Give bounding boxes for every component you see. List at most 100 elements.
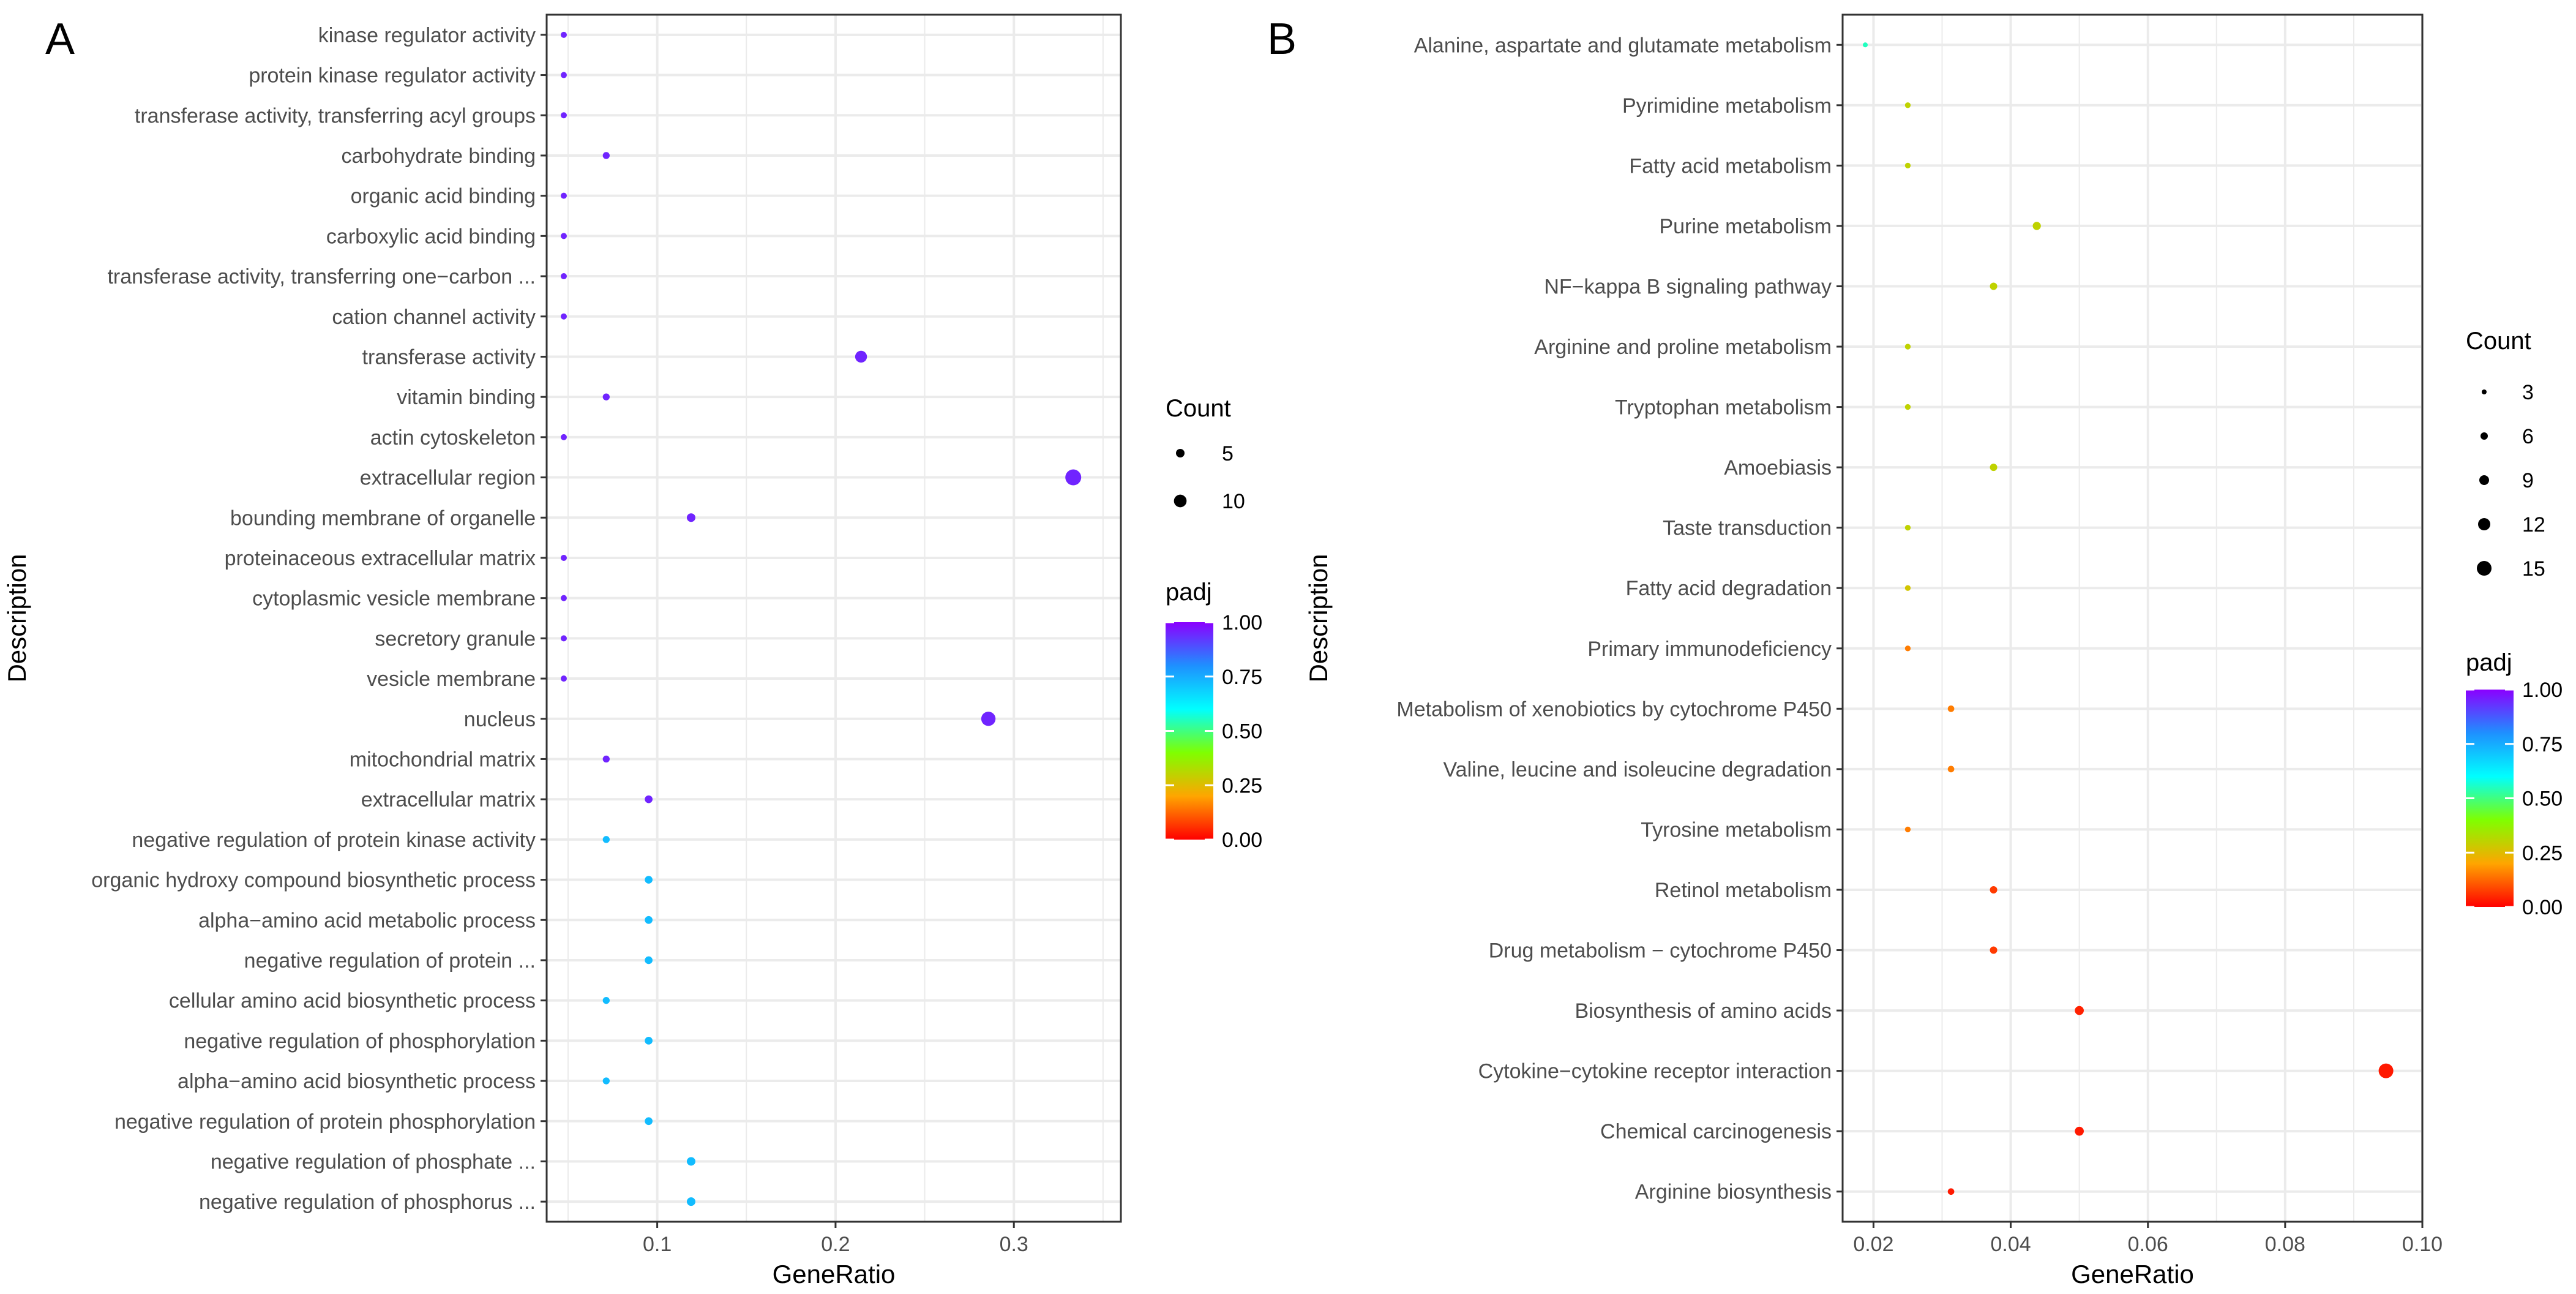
plot-area <box>547 15 1121 1222</box>
data-point <box>1947 1188 1955 1195</box>
y-tick-label: negative regulation of protein phosphory… <box>114 1110 536 1134</box>
data-point <box>602 1077 610 1085</box>
y-tick-label: Chemical carcinogenesis <box>1600 1120 1832 1143</box>
count-legend-title: Count <box>1166 395 1231 422</box>
data-point <box>1904 826 1911 833</box>
data-point <box>1990 886 1998 893</box>
data-point <box>1904 404 1911 410</box>
y-tick-label: negative regulation of phosphorylation <box>184 1029 536 1053</box>
y-tick-label: mitochondrial matrix <box>350 748 536 771</box>
y-tick-label: transferase activity, transferring acyl … <box>135 104 536 127</box>
y-tick-label: secretory granule <box>375 627 536 650</box>
data-point <box>560 72 567 78</box>
x-tick-label: 0.08 <box>2265 1233 2305 1256</box>
data-point <box>645 876 653 884</box>
panel-label-a: A <box>45 15 75 64</box>
data-point <box>2075 1126 2084 1136</box>
y-tick-label: Purine metabolism <box>1659 215 1832 238</box>
count-legend-key <box>1176 449 1185 457</box>
data-point <box>1990 282 1998 290</box>
y-tick-label: bounding membrane of organelle <box>230 506 536 530</box>
count-legend-key <box>2482 389 2487 394</box>
data-point <box>645 956 653 965</box>
y-tick-label: Biosynthesis of amino acids <box>1574 999 1832 1023</box>
plot-border <box>545 13 1122 1223</box>
y-tick-label: negative regulation of protein kinase ac… <box>132 829 536 852</box>
padj-legend-label: 0.50 <box>1222 720 1262 743</box>
y-axis-title: Description <box>2 554 31 682</box>
count-legend-label: 9 <box>2522 469 2534 492</box>
y-tick-label: extracellular region <box>360 467 536 490</box>
y-tick-label: Fatty acid degradation <box>1626 577 1832 600</box>
plot-area <box>1843 15 2422 1222</box>
y-tick-label: extracellular matrix <box>361 788 536 811</box>
data-point <box>1947 705 1955 712</box>
data-point <box>560 31 567 38</box>
x-tick-label: 0.06 <box>2128 1233 2168 1256</box>
padj-legend: padj 1.00 0.75 0.50 0.25 0.00 <box>2466 649 2563 919</box>
padj-legend-label: 0.25 <box>1222 774 1262 797</box>
data-point <box>2378 1063 2394 1078</box>
count-legend-key <box>1174 494 1187 508</box>
y-tick-label: Primary immunodeficiency <box>1587 638 1832 661</box>
data-point <box>1904 645 1911 652</box>
x-tick-label: 0.3 <box>1000 1233 1028 1256</box>
data-point <box>560 434 567 440</box>
y-tick-label: vesicle membrane <box>367 668 536 691</box>
y-tick-label: Arginine and proline metabolism <box>1534 336 1832 359</box>
data-point <box>645 916 653 924</box>
padj-legend-label: 1.00 <box>1222 611 1262 634</box>
padj-legend-label: 0.75 <box>2522 733 2563 756</box>
padj-legend-title: padj <box>1166 579 1212 606</box>
count-legend-key <box>2481 432 2488 440</box>
y-tick-label: Metabolism of xenobiotics by cytochrome … <box>1396 698 1832 721</box>
x-tick-label: 0.2 <box>821 1233 850 1256</box>
padj-legend-label: 1.00 <box>2522 679 2563 702</box>
panel-b: B Alanine, aspartate and glutamate metabo… <box>1267 13 2563 1288</box>
count-legend-label: 12 <box>2522 513 2545 536</box>
padj-legend-label: 0.25 <box>2522 841 2563 865</box>
data-point <box>1904 102 1911 108</box>
data-point <box>560 313 567 320</box>
data-point <box>560 635 567 642</box>
data-point <box>560 675 567 682</box>
plot-border <box>1841 13 2424 1223</box>
y-tick-label: proteinaceous extracellular matrix <box>225 547 536 570</box>
data-point <box>1990 464 1998 472</box>
data-point <box>560 112 567 119</box>
data-point <box>686 1197 695 1206</box>
y-axis-title: Description <box>1304 554 1333 682</box>
data-point <box>645 795 653 803</box>
count-legend-label: 3 <box>2522 381 2534 404</box>
y-tick-label: Amoebiasis <box>1724 456 1832 480</box>
y-tick-label: alpha−amino acid biosynthetic process <box>178 1070 536 1093</box>
y-tick-label: nucleus <box>464 708 536 731</box>
data-point <box>560 554 567 561</box>
data-point <box>602 836 610 843</box>
data-point <box>686 513 695 522</box>
count-legend-label: 15 <box>2522 557 2545 581</box>
data-point <box>602 996 610 1004</box>
padj-legend-label: 0.00 <box>1222 829 1262 852</box>
data-point <box>560 595 567 601</box>
count-legend-key <box>2479 475 2489 485</box>
y-tick-label: transferase activity, transferring one−c… <box>107 265 536 288</box>
padj-legend: padj 1.00 0.75 0.50 0.25 0.00 <box>1166 579 1262 852</box>
y-tick-label: vitamin binding <box>397 386 536 409</box>
y-tick-label: carboxylic acid binding <box>326 225 536 248</box>
y-tick-label: alpha−amino acid metabolic process <box>198 909 536 932</box>
data-point <box>855 350 867 363</box>
data-point <box>602 393 610 401</box>
x-tick-label: 0.1 <box>643 1233 672 1256</box>
data-point <box>602 152 610 159</box>
padj-legend-label: 0.75 <box>1222 666 1262 689</box>
y-tick-label: Retinol metabolism <box>1655 879 1832 902</box>
data-point <box>560 192 567 199</box>
data-point <box>2032 222 2041 230</box>
y-tick-label: Pyrimidine metabolism <box>1622 94 1832 118</box>
y-tick-label: negative regulation of phosphorus ... <box>199 1191 536 1214</box>
y-tick-label: kinase regulator activity <box>318 24 536 47</box>
x-axis-title: GeneRatio <box>773 1260 896 1288</box>
